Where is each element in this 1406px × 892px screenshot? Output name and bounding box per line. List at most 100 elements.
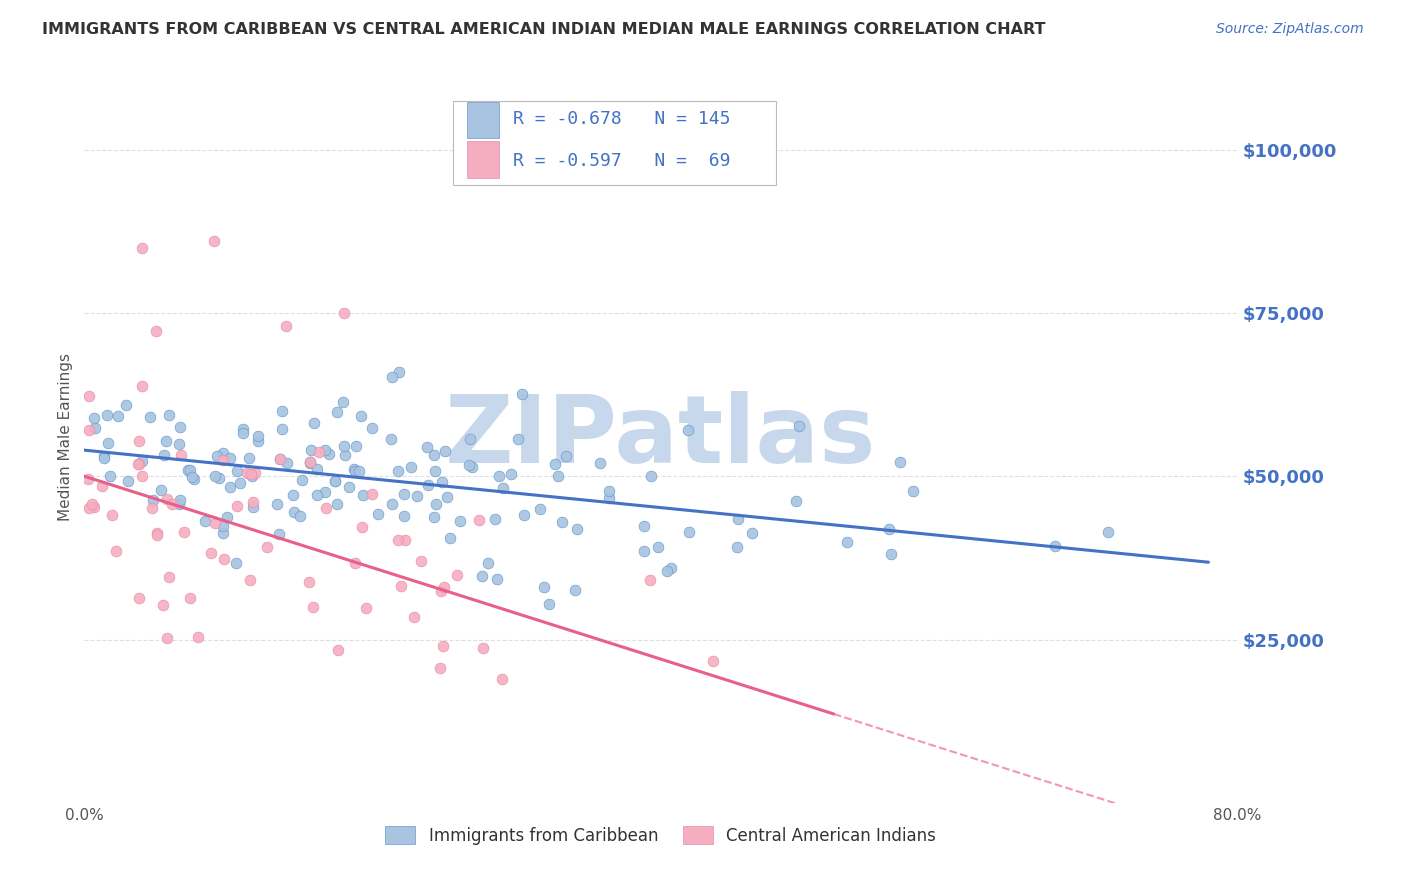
Point — [212, 446, 235, 460]
Point — [537, 597, 560, 611]
Point — [156, 491, 179, 506]
Point — [83, 421, 105, 435]
Point — [219, 450, 242, 465]
Point — [344, 439, 367, 453]
Point — [328, 643, 350, 657]
Point — [107, 409, 129, 424]
Point — [146, 527, 169, 541]
Point — [889, 454, 911, 468]
Point — [299, 455, 322, 469]
Point — [367, 508, 389, 522]
Point — [533, 580, 555, 594]
Point — [458, 432, 481, 446]
Point — [430, 583, 453, 598]
Point — [270, 403, 292, 417]
Point — [547, 469, 569, 483]
Point — [283, 487, 305, 501]
Point — [491, 672, 513, 686]
Point — [145, 324, 167, 338]
Point — [510, 387, 533, 401]
Point — [326, 497, 349, 511]
Point — [205, 449, 228, 463]
Point — [299, 455, 322, 469]
Point — [343, 462, 366, 476]
Point — [389, 578, 412, 592]
Point — [246, 434, 269, 448]
Point — [432, 639, 454, 653]
Point — [269, 452, 291, 467]
FancyBboxPatch shape — [453, 101, 776, 185]
Point — [449, 514, 471, 528]
Point — [177, 463, 200, 477]
Point — [423, 510, 446, 524]
Point — [512, 508, 534, 522]
Point — [529, 502, 551, 516]
Point — [638, 574, 661, 588]
Text: R = -0.678   N = 145: R = -0.678 N = 145 — [513, 110, 731, 128]
Point — [225, 464, 247, 478]
Point — [388, 366, 411, 380]
Point — [162, 497, 184, 511]
Point — [131, 241, 153, 255]
Text: R = -0.597   N =  69: R = -0.597 N = 69 — [513, 153, 731, 170]
Point — [333, 449, 356, 463]
Point — [392, 487, 415, 501]
Point — [598, 484, 620, 499]
Point — [302, 416, 325, 430]
FancyBboxPatch shape — [467, 142, 499, 178]
Point — [204, 468, 226, 483]
Point — [314, 485, 336, 500]
Point — [243, 466, 266, 480]
Point — [77, 501, 100, 516]
Point — [139, 410, 162, 425]
Point — [117, 474, 139, 488]
Point — [647, 540, 669, 554]
Point — [212, 552, 235, 566]
Point — [347, 464, 370, 478]
Point — [472, 640, 495, 655]
Point — [167, 497, 190, 511]
Point — [488, 469, 510, 483]
Point — [787, 419, 810, 434]
Point — [76, 472, 98, 486]
Point — [429, 661, 451, 675]
Point — [225, 557, 247, 571]
Point — [446, 568, 468, 582]
Point — [276, 456, 298, 470]
Point — [97, 435, 120, 450]
Point — [702, 653, 724, 667]
Point — [323, 475, 346, 489]
Point — [333, 306, 356, 320]
Point — [344, 463, 367, 477]
Point — [307, 488, 329, 502]
Point — [1043, 539, 1066, 553]
Point — [468, 513, 491, 527]
Point — [555, 449, 578, 463]
Point — [409, 554, 432, 568]
Point — [152, 598, 174, 612]
Point — [228, 476, 250, 491]
Point — [240, 468, 263, 483]
Point — [271, 422, 294, 436]
Point — [307, 462, 329, 476]
Point — [354, 601, 377, 615]
Point — [392, 509, 415, 524]
Point — [399, 459, 422, 474]
Point — [350, 409, 373, 423]
Point — [301, 600, 323, 615]
Point — [633, 543, 655, 558]
Point — [332, 395, 354, 409]
Point — [588, 456, 610, 470]
Point — [238, 451, 260, 466]
FancyBboxPatch shape — [467, 102, 499, 138]
Point — [100, 468, 122, 483]
Point — [506, 432, 529, 446]
Point — [183, 472, 205, 486]
Point — [381, 497, 404, 511]
Point — [318, 447, 340, 461]
Point — [323, 474, 346, 488]
Point — [436, 490, 458, 504]
Point — [128, 591, 150, 605]
Point — [485, 572, 508, 586]
Y-axis label: Median Male Earnings: Median Male Earnings — [58, 353, 73, 521]
